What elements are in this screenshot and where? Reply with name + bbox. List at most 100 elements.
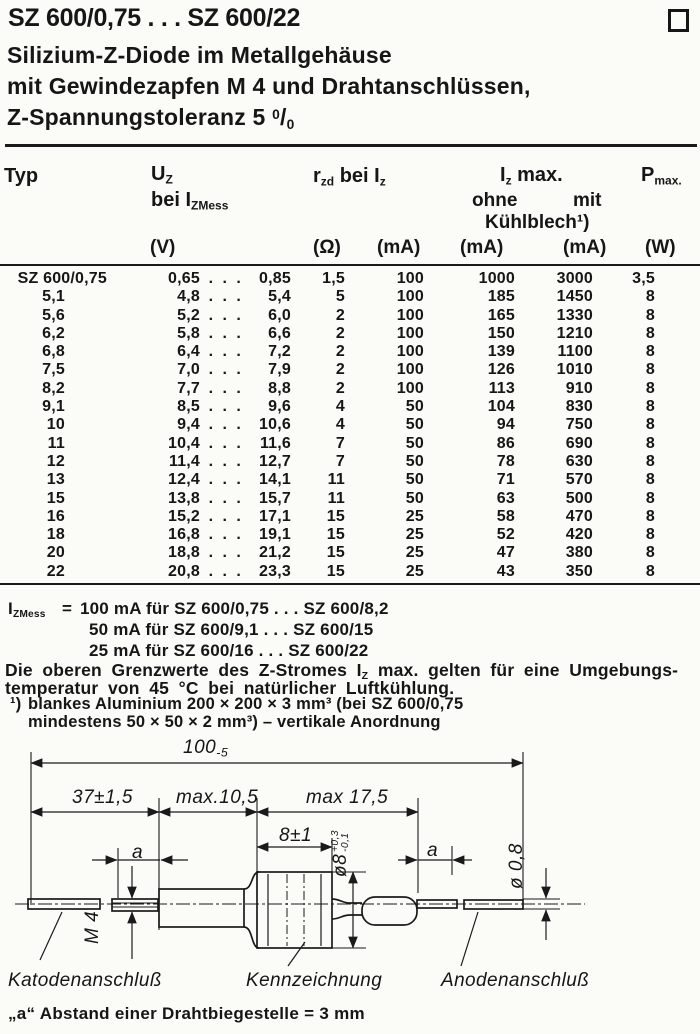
- cell-iz-ohne: 58: [496, 507, 515, 525]
- cell-iz-mit: 910: [565, 379, 593, 397]
- cell-typ: 15: [46, 489, 65, 507]
- table-row: 18 16,8 . . . 19,1 15 25 52 420 8: [0, 526, 700, 544]
- cell-iz: 100: [396, 324, 424, 342]
- cell-uz-max: 17,1: [259, 507, 291, 525]
- cell-iz: 25: [405, 544, 424, 562]
- dim-a-right: a: [427, 840, 439, 861]
- cell-pmax: 8: [645, 379, 655, 397]
- cell-iz: 50: [405, 471, 424, 489]
- cell-pmax: 8: [645, 398, 655, 416]
- cell-iz-ohne: 63: [496, 489, 515, 507]
- cell-typ: 6,2: [42, 324, 65, 342]
- cell-typ: 11: [47, 434, 65, 452]
- cell-typ: 8,2: [42, 379, 65, 397]
- cell-uz-max: 8,8: [268, 379, 291, 397]
- cell-uz-max: 6,6: [268, 324, 291, 342]
- page-title: SZ 600/0,75 . . . SZ 600/22: [8, 4, 301, 32]
- table-row: 20 18,8 . . . 21,2 15 25 47 380 8: [0, 544, 700, 562]
- cell-uz-min: 8,5: [177, 398, 200, 416]
- izmess-line-3: 25 mA für SZ 600/16 . . . SZ 600/22: [89, 641, 369, 660]
- cell-iz: 50: [405, 452, 424, 470]
- cell-uz-min: 10,4: [168, 434, 200, 452]
- cell-iz-ohne: 1000: [478, 270, 515, 287]
- cell-pmax: 8: [645, 434, 655, 452]
- table-row: 13 12,4 . . . 14,1 11 50 71 570 8: [0, 471, 700, 489]
- cell-rzd: 2: [335, 306, 345, 324]
- cell-dots: . . .: [208, 434, 244, 452]
- cell-iz-mit: 690: [565, 434, 593, 452]
- cell-iz: 100: [396, 288, 424, 306]
- cell-rzd: 4: [335, 398, 345, 416]
- cell-uz-max: 23,3: [259, 562, 291, 580]
- cell-iz-ohne: 113: [488, 379, 515, 397]
- cell-dots: . . .: [208, 416, 244, 434]
- alu-footnote-line-2: mindestens 50 × 50 × 2 mm³) – vertikale …: [28, 713, 441, 731]
- cell-uz-max: 0,85: [259, 270, 291, 287]
- cell-dots: . . .: [208, 526, 244, 544]
- cell-iz-mit: 1330: [556, 306, 593, 324]
- cell-typ: 18: [46, 526, 65, 544]
- cell-uz-min: 12,4: [168, 471, 200, 489]
- cell-iz-mit: 830: [565, 398, 593, 416]
- dim-stud-length: max.10,5: [176, 787, 259, 808]
- cell-rzd: 15: [326, 562, 345, 580]
- izmess-equals: =: [62, 599, 73, 618]
- can-body: [256, 871, 333, 949]
- cell-pmax: 8: [645, 361, 655, 379]
- dim-can-length: 8±1: [279, 825, 313, 846]
- cell-iz-ohne: 71: [496, 471, 515, 489]
- cell-uz-min: 4,8: [177, 288, 200, 306]
- cell-rzd: 11: [327, 489, 345, 507]
- cell-iz-mit: 1010: [556, 361, 593, 379]
- table-body: SZ 600/0,75 0,65 . . . 0,85 1,5 100 1000…: [0, 270, 700, 581]
- cell-rzd: 2: [335, 343, 345, 361]
- cell-uz-min: 11,4: [168, 452, 200, 470]
- table-row: 8,2 7,7 . . . 8,8 2 100 113 910 8: [0, 380, 700, 398]
- limit-note-line-1: Die oberen Grenzwerte des Z-Stromes IZ m…: [5, 660, 679, 683]
- table-row: 5,6 5,2 . . . 6,0 2 100 165 1330 8: [0, 307, 700, 325]
- cell-typ: 6,8: [42, 343, 65, 361]
- anode-leader: [460, 911, 479, 967]
- col-header-pmax: Pmax.: [641, 164, 682, 188]
- cathode-label: Katodenanschluß: [8, 970, 162, 991]
- cell-iz-mit: 750: [565, 416, 593, 434]
- cell-uz-max: 7,9: [268, 361, 291, 379]
- cell-iz-mit: 630: [565, 452, 593, 470]
- table-row: 9,1 8,5 . . . 9,6 4 50 104 830 8: [0, 398, 700, 416]
- table-row: 15 13,8 . . . 15,7 11 50 63 500 8: [0, 490, 700, 508]
- col-header-ohne: ohne: [472, 190, 518, 211]
- col-header-rzd: rzd bei Iz: [313, 165, 386, 189]
- cell-iz: 50: [405, 416, 424, 434]
- cell-iz-mit: 420: [565, 526, 593, 544]
- izmess-line-1: 100 mA für SZ 600/0,75 . . . SZ 600/8,2: [80, 599, 389, 618]
- cell-rzd: 15: [326, 507, 345, 525]
- cell-rzd: 7: [335, 434, 345, 452]
- cathode-leader: [39, 911, 63, 961]
- cell-typ: 22: [46, 562, 65, 580]
- dim-thread-m4: M 4: [82, 910, 103, 944]
- cell-uz-min: 16,8: [168, 526, 200, 544]
- dim-body-length: max 17,5: [306, 787, 389, 808]
- table-row: 12 11,4 . . . 12,7 7 50 78 630 8: [0, 453, 700, 471]
- cell-iz-mit: 570: [565, 471, 593, 489]
- cell-iz: 100: [396, 343, 424, 361]
- cell-pmax: 3,5: [632, 270, 655, 287]
- extension-lines: [30, 752, 560, 949]
- cell-rzd: 2: [335, 361, 345, 379]
- cell-uz-max: 12,7: [259, 452, 291, 470]
- cell-iz-ohne: 165: [487, 306, 515, 324]
- cell-uz-min: 9,4: [177, 416, 200, 434]
- cell-pmax: 8: [645, 489, 655, 507]
- cell-dots: . . .: [208, 270, 244, 287]
- dim-wire-diameter: ø 0,8: [506, 843, 527, 889]
- col-header-izmax: Iz max.: [500, 164, 563, 188]
- cell-typ: 16: [46, 507, 65, 525]
- cell-rzd: 15: [326, 544, 345, 562]
- cell-iz-ohne: 78: [496, 452, 515, 470]
- cell-iz-mit: 1100: [557, 343, 593, 361]
- cell-iz: 100: [396, 306, 424, 324]
- alu-footnote-line-1: blankes Aluminium 200 × 200 × 3 mm³ (bei…: [28, 695, 464, 713]
- cell-uz-max: 21,2: [259, 544, 291, 562]
- cell-iz-mit: 500: [565, 489, 593, 507]
